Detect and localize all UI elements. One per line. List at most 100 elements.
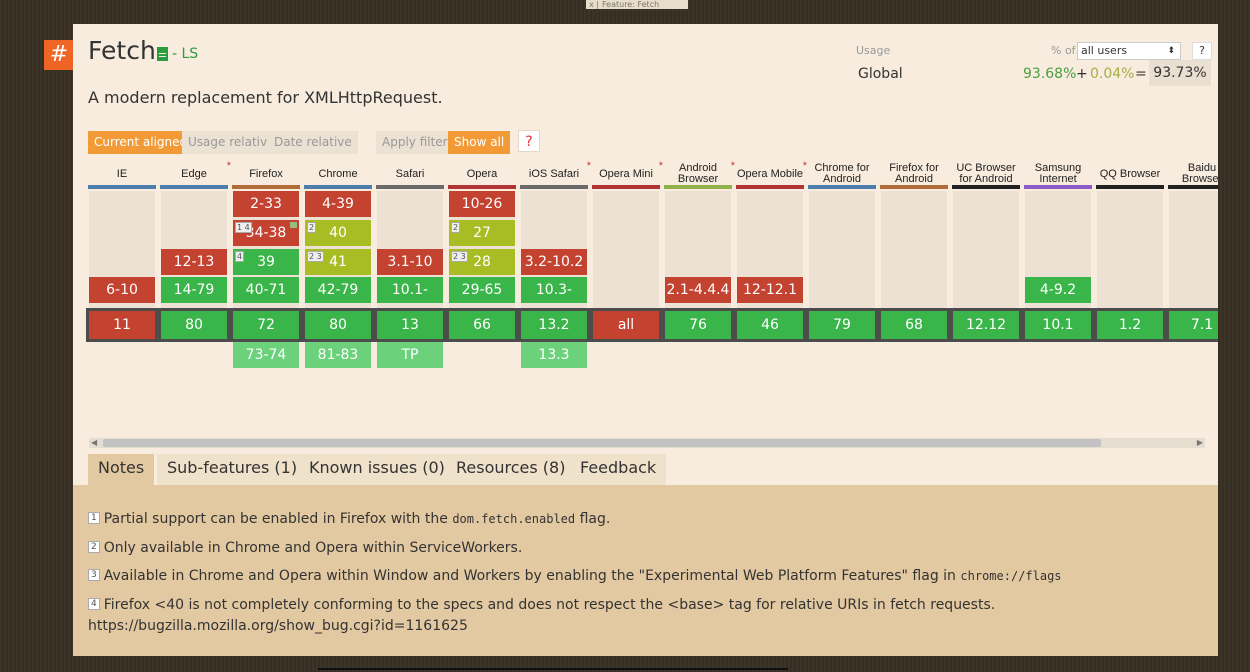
tab-sub-features[interactable]: Sub-features (1) xyxy=(157,454,308,485)
permalink-hash-button[interactable]: # xyxy=(44,40,74,70)
browser-header-safari[interactable]: Safari xyxy=(376,159,444,189)
version-cell[interactable]: 2-33 xyxy=(233,191,299,217)
browser-line xyxy=(808,185,876,189)
version-cell[interactable]: 14-79 xyxy=(161,277,227,303)
usage-relative-button[interactable]: Usage relative xyxy=(182,131,281,154)
version-cell[interactable]: 12-13 xyxy=(161,249,227,275)
version-cell[interactable]: 12-12.1 xyxy=(737,277,803,303)
browser-header-android-browser[interactable]: Android Browser * xyxy=(664,159,735,189)
note-code: chrome://flags xyxy=(960,569,1062,583)
current-version-cell[interactable]: 7.1 xyxy=(1166,308,1218,342)
version-cell[interactable]: 10-26 xyxy=(449,191,515,217)
living-standard-link[interactable]: - LS xyxy=(157,46,198,62)
future-version-cell[interactable]: 13.3 xyxy=(521,342,587,368)
browser-header-uc-browser[interactable]: UC Browser for Android xyxy=(952,159,1020,189)
current-version-cell[interactable]: 13.2 xyxy=(518,308,590,342)
version-cell[interactable]: 40-71 xyxy=(233,277,299,303)
usage-label: Usage xyxy=(856,44,891,57)
browser-header-firefox-android[interactable]: Firefox for Android xyxy=(880,159,948,189)
browser-name: Chrome xyxy=(318,167,358,180)
equals-sign: = xyxy=(1135,66,1147,82)
current-version-cell[interactable]: 68 xyxy=(878,308,950,342)
browser-header-ios-safari[interactable]: iOS Safari * xyxy=(520,159,591,189)
version-cell[interactable]: 4-9.2 xyxy=(1025,277,1091,303)
version-cell[interactable]: 40 2 xyxy=(305,220,371,246)
browser-header-baidu[interactable]: Baidu Browser xyxy=(1168,159,1218,189)
browser-name: IE xyxy=(116,167,128,180)
filters-help-button[interactable]: ? xyxy=(518,130,540,152)
current-version-label: 46 xyxy=(737,311,803,339)
version-cell[interactable]: 3.1-10 xyxy=(377,249,443,275)
browser-header-edge[interactable]: Edge * xyxy=(160,159,231,189)
tab-notes[interactable]: Notes xyxy=(88,454,155,485)
horizontal-scrollbar[interactable]: ◀ ▶ xyxy=(89,438,1205,448)
apply-filters-button[interactable]: Apply filters xyxy=(376,131,460,154)
current-version-label: 80 xyxy=(161,311,227,339)
future-version-cell[interactable]: 73-74 xyxy=(233,342,299,368)
current-version-label: 10.1 xyxy=(1025,311,1091,339)
tab-known-issues[interactable]: Known issues (0) xyxy=(299,454,455,485)
current-version-cell[interactable]: 13 xyxy=(374,308,446,342)
scroll-left-icon[interactable]: ◀ xyxy=(91,438,98,447)
version-cell[interactable]: 34-38 1 4 xyxy=(233,220,299,246)
scroll-right-icon[interactable]: ▶ xyxy=(1196,438,1203,447)
note-text: Available in Chrome and Opera within Win… xyxy=(103,568,961,584)
version-cell[interactable]: 3.2-10.2 xyxy=(521,249,587,275)
current-version-cell[interactable]: 76 xyxy=(662,308,734,342)
current-version-label: all xyxy=(593,311,659,339)
browser-tab[interactable]: x Feature: Fetch xyxy=(586,0,688,9)
browser-header-qq[interactable]: QQ Browser xyxy=(1096,159,1164,189)
browser-header-opera[interactable]: Opera xyxy=(448,159,516,189)
version-cell[interactable]: 10.3-13.1 xyxy=(521,277,587,324)
future-version-cell[interactable]: TP xyxy=(377,342,443,368)
note-star: * xyxy=(802,160,807,172)
browser-line xyxy=(1024,185,1092,189)
version-cell[interactable]: 41 2 3 xyxy=(305,249,371,275)
current-version-cell[interactable]: 46 xyxy=(734,308,806,342)
browser-header-samsung[interactable]: Samsung Internet xyxy=(1024,159,1092,189)
browser-header-chrome-android[interactable]: Chrome for Android xyxy=(808,159,876,189)
version-cell[interactable]: 2.1-4.4.4 xyxy=(665,277,731,303)
browser-header-ie[interactable]: IE xyxy=(88,159,156,189)
version-cell[interactable]: 39 4 xyxy=(233,249,299,275)
browser-header-opera-mobile[interactable]: Opera Mobile * xyxy=(736,159,807,189)
current-version-cell[interactable]: 10.1 xyxy=(1022,308,1094,342)
current-version-cell[interactable]: 1.2 xyxy=(1094,308,1166,342)
future-version-cell[interactable]: 81-83 xyxy=(305,342,371,368)
version-cell[interactable]: 29-65 xyxy=(449,277,515,303)
current-version-cell[interactable]: 80 xyxy=(302,308,374,342)
tab-feedback[interactable]: Feedback xyxy=(570,454,667,485)
current-version-cell[interactable]: 12.12 xyxy=(950,308,1022,342)
browser-name: QQ Browser xyxy=(1099,167,1161,180)
browser-header-firefox[interactable]: Firefox xyxy=(232,159,300,189)
browser-header-chrome[interactable]: Chrome xyxy=(304,159,372,189)
note-badge: 1 4 xyxy=(235,222,252,233)
scroll-thumb[interactable] xyxy=(103,439,1101,447)
browser-header-opera-mini[interactable]: Opera Mini * xyxy=(592,159,663,189)
version-cell[interactable]: 6-10 xyxy=(89,277,155,303)
browser-line xyxy=(376,185,444,189)
current-version-cell[interactable]: 79 xyxy=(806,308,878,342)
version-cell[interactable]: 42-79 xyxy=(305,277,371,303)
notes-panel: 1 Partial support can be enabled in Firef… xyxy=(73,485,1218,656)
version-cell[interactable]: 28 2 3 xyxy=(449,249,515,275)
usage-help-button[interactable]: ? xyxy=(1192,42,1212,60)
tab-resources[interactable]: Resources (8) xyxy=(446,454,576,485)
current-version-cell[interactable]: 11 xyxy=(86,308,158,342)
show-all-button[interactable]: Show all xyxy=(448,131,511,154)
current-version-cell[interactable]: 80 xyxy=(158,308,230,342)
version-cell[interactable]: 27 2 xyxy=(449,220,515,246)
supported-percent: 93.68% xyxy=(1023,66,1077,82)
current-version-cell[interactable]: 72 xyxy=(230,308,302,342)
info-tabs: Notes Sub-features (1) Known issues (0) … xyxy=(73,450,1218,485)
users-select[interactable]: all users ⬍ xyxy=(1077,42,1181,60)
version-cell[interactable]: 4-39 xyxy=(305,191,371,217)
current-version-cell[interactable]: all xyxy=(590,308,662,342)
close-tab-icon[interactable]: x xyxy=(586,0,598,9)
current-version-cell[interactable]: 66 xyxy=(446,308,518,342)
current-aligned-button[interactable]: Current aligned xyxy=(88,131,194,154)
browser-name: Firefox xyxy=(249,167,283,180)
browser-line xyxy=(592,185,660,189)
date-relative-button[interactable]: Date relative xyxy=(268,131,358,154)
version-cell[interactable]: 10.1-12.1 xyxy=(377,277,443,324)
